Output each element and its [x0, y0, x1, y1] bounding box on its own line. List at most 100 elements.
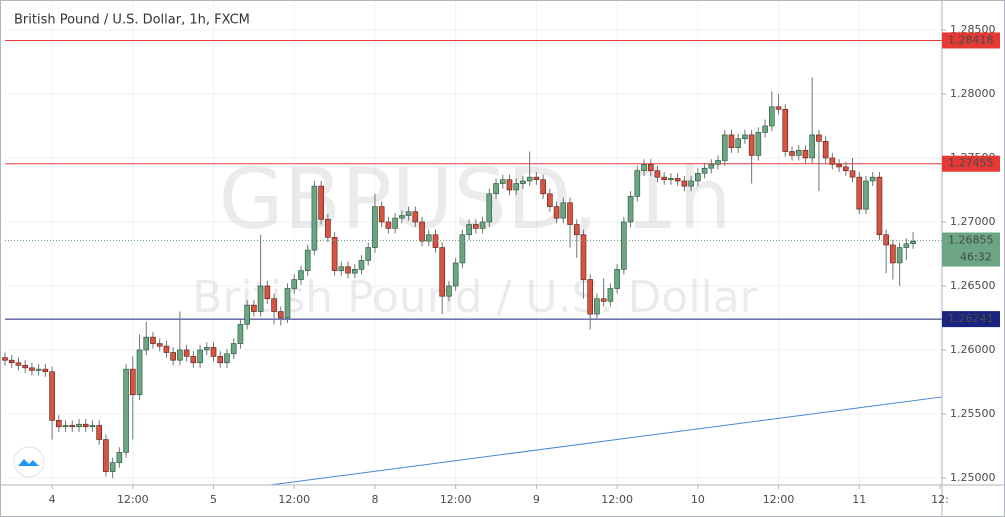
candle-body: [829, 157, 836, 165]
candle-body: [156, 343, 163, 347]
candle-body: [49, 371, 55, 421]
candle-body: [769, 106, 775, 127]
candle-body: [890, 244, 896, 264]
candle-body: [42, 368, 49, 373]
candle-body: [762, 125, 768, 133]
candle-body: [647, 164, 654, 172]
x-tick-label: 10: [691, 493, 705, 506]
candle-body: [661, 176, 667, 181]
current-price-label: 1.26855: [948, 234, 994, 247]
candle-body: [345, 266, 351, 274]
candle-body: [473, 224, 479, 229]
candle-body: [903, 243, 910, 248]
x-tick-label: 12:00: [117, 493, 149, 506]
candle-body: [843, 166, 849, 172]
candle-body: [674, 178, 681, 182]
candle-body: [244, 304, 250, 325]
candle-body: [553, 206, 560, 219]
candle-body: [755, 132, 762, 156]
candle-body: [668, 178, 674, 181]
candle-body: [392, 217, 398, 229]
candle-body: [520, 180, 526, 184]
candle-body: [399, 215, 405, 219]
candle-body: [836, 164, 842, 168]
candle-body: [210, 347, 217, 357]
candle-body: [728, 134, 735, 149]
candle-body: [493, 183, 499, 195]
candle-body: [654, 170, 661, 178]
candle-body: [910, 240, 916, 245]
candle-body: [735, 138, 741, 149]
candle-body: [526, 176, 533, 182]
candle-body: [439, 247, 446, 297]
level-label-box: [942, 155, 1000, 172]
candle-body: [251, 304, 257, 312]
level-label-box: [942, 311, 1000, 328]
candle-body: [627, 196, 634, 223]
candle-body: [378, 206, 385, 223]
candle-body: [560, 202, 567, 219]
candle-body: [277, 311, 284, 319]
watermark: GBPUSD, 1h: [219, 150, 732, 248]
trend-line: [269, 396, 943, 486]
candle-body: [856, 176, 863, 210]
candle-body: [446, 285, 452, 297]
candle-body: [170, 352, 176, 361]
y-tick-label: 1.28000: [950, 87, 996, 100]
candle-body: [721, 134, 728, 161]
candle-body: [197, 349, 203, 364]
candle-body: [311, 185, 318, 251]
x-tick-label: 8: [371, 493, 378, 506]
candle-body: [190, 356, 197, 364]
candle-body: [513, 183, 520, 191]
y-tick-label: 1.26000: [950, 343, 996, 356]
candle-body: [742, 134, 748, 140]
x-tick-label: 12:00: [601, 493, 633, 506]
candle-body: [499, 179, 506, 184]
candle-body: [82, 423, 89, 428]
candle-body: [291, 279, 298, 289]
candle-body: [224, 353, 230, 364]
candle-body: [573, 224, 580, 236]
candle-body: [271, 298, 277, 312]
candle-body: [217, 356, 224, 364]
candle-body: [365, 247, 372, 261]
candle-body: [695, 173, 701, 182]
candle-body: [325, 219, 331, 238]
candle-body: [816, 134, 822, 142]
current-price-box: [942, 232, 1000, 267]
candle-body: [681, 180, 688, 187]
x-tick-label: 4: [49, 493, 56, 506]
countdown-label: 46:32: [960, 251, 992, 264]
candle-body: [29, 367, 35, 371]
level-label: 1.28418: [948, 33, 994, 46]
candle-body: [425, 234, 432, 242]
candle-body: [419, 221, 425, 242]
candle-body: [432, 234, 439, 248]
candle-body: [466, 224, 472, 236]
candle-body: [358, 260, 365, 270]
candle-body: [621, 221, 627, 270]
candle-body: [607, 288, 614, 302]
logo[interactable]: [13, 446, 45, 478]
candle-body: [304, 249, 311, 271]
candle-body: [35, 368, 42, 371]
chart-title: British Pound / U.S. Dollar, 1h, FXCM: [14, 13, 250, 28]
candle-body: [883, 234, 889, 246]
candle-body: [863, 180, 869, 210]
candle-body: [96, 425, 102, 440]
x-tick-label: 11: [852, 493, 866, 506]
candle-body: [701, 167, 708, 174]
candle-body: [298, 270, 304, 280]
x-tick-label: 12:00: [763, 493, 795, 506]
candle-body: [351, 269, 358, 274]
candle-body: [338, 266, 345, 271]
candle-body: [2, 357, 8, 361]
candle-body: [163, 345, 170, 353]
candle-body: [795, 149, 802, 156]
candle-body: [789, 151, 795, 156]
candle-body: [869, 176, 876, 182]
candle-body: [109, 462, 116, 472]
